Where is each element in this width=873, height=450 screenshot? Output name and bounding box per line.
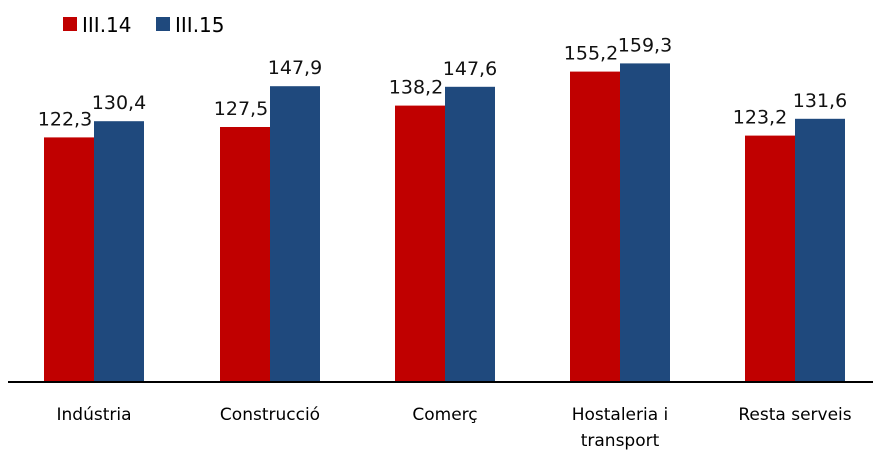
data-label-iii-15-industria: 130,4 [92, 92, 146, 114]
legend-label-iii15: III.15 [175, 13, 225, 37]
bar-iii-14-industria [44, 137, 94, 382]
legend: III.14 III.15 [63, 13, 225, 37]
bar-iii-15-comerc [445, 86, 495, 383]
bar-iii-15-construccio [270, 86, 320, 382]
data-label-iii-15-comerc: 147,6 [443, 58, 497, 80]
data-label-iii-14-industria: 122,3 [38, 108, 92, 130]
legend-swatch-iii14 [63, 17, 77, 31]
data-label-iii-15-hostaleria-i-transport: 159,3 [618, 34, 672, 56]
bars-group [44, 63, 845, 383]
bar-iii-15-industria [94, 121, 144, 382]
bar-iii-14-hostaleria-i-transport [570, 71, 620, 382]
category-label-hostaleria-i-transport-line-2: transport [581, 431, 660, 450]
category-label-comerc: Comerç [412, 405, 477, 425]
category-label-construccio: Construcció [220, 405, 320, 425]
data-label-iii-14-comerc: 138,2 [389, 77, 443, 99]
data-label-iii-14-construccio: 127,5 [214, 98, 268, 120]
data-label-iii-14-resta-serveis: 123,2 [733, 107, 787, 129]
legend-label-iii14: III.14 [82, 13, 132, 37]
category-labels-group: Indústria Construcció Comerç Hostaleria i tr… [56, 405, 851, 450]
bar-iii-15-hostaleria-i-transport [620, 63, 670, 383]
legend-swatch-iii15 [156, 17, 170, 31]
data-label-iii-15-construccio: 147,9 [268, 57, 322, 79]
bar-iii-14-comerc [395, 105, 445, 382]
bar-iii-14-construccio [220, 127, 270, 382]
category-label-industria: Indústria [56, 405, 131, 425]
data-label-iii-14-hostaleria-i-transport: 155,2 [564, 43, 618, 65]
bar-iii-14-resta-serveis [745, 135, 795, 382]
bar-iii-15-resta-serveis [795, 118, 845, 383]
category-label-resta-serveis: Resta serveis [738, 405, 851, 425]
category-label-hostaleria-i-transport-line-1: Hostaleria i [572, 405, 669, 425]
data-label-iii-15-resta-serveis: 131,6 [793, 90, 847, 112]
